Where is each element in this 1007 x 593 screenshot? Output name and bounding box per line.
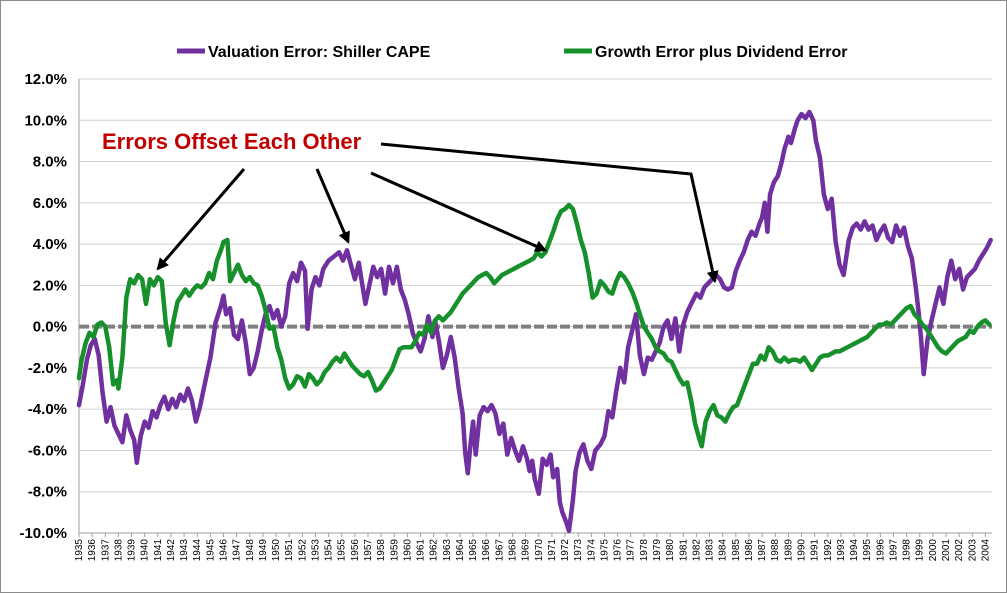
y-tick-label: 0.0% — [33, 319, 67, 336]
x-tick-label: 1954 — [324, 539, 335, 562]
x-tick-label: 1936 — [87, 539, 98, 562]
x-axis-ticks: 1935 1936 1937 1938 1939 1940 1941 1942 1943 1944… — [74, 533, 991, 561]
x-tick-label: 1953 — [310, 539, 321, 562]
x-tick-label: 1976 — [613, 539, 624, 562]
x-tick-label: 1984 — [718, 539, 729, 562]
y-tick-label: 2.0% — [33, 277, 67, 294]
y-tick-label: 12.0% — [24, 71, 67, 88]
x-tick-label: 1957 — [363, 539, 374, 562]
x-tick-label: 1989 — [783, 539, 794, 562]
x-tick-label: 2001 — [941, 539, 952, 562]
x-tick-label: 1981 — [678, 539, 689, 562]
x-tick-label: 1960 — [402, 539, 413, 562]
y-tick-label: -8.0% — [28, 484, 67, 501]
y-tick-label: 6.0% — [33, 195, 67, 212]
x-tick-label: 1971 — [547, 539, 558, 562]
x-tick-label: 2002 — [954, 539, 965, 562]
x-tick-label: 1988 — [770, 539, 781, 562]
x-tick-label: 1941 — [153, 539, 164, 562]
series-valuation-error-line — [76, 109, 993, 534]
x-tick-label: 1958 — [376, 539, 387, 562]
x-tick-label: 1939 — [127, 539, 138, 562]
x-tick-label: 1977 — [626, 539, 637, 562]
x-tick-label: 1995 — [862, 539, 873, 562]
x-tick-label: 1972 — [560, 539, 571, 562]
x-tick-label: 1964 — [455, 539, 466, 562]
x-tick-label: 1967 — [494, 539, 505, 562]
y-tick-label: 8.0% — [33, 154, 67, 171]
x-tick-label: 2004 — [980, 539, 991, 562]
x-tick-label: 1935 — [74, 539, 85, 562]
x-tick-label: 1949 — [258, 539, 269, 562]
series-lines — [76, 109, 993, 534]
legend: Valuation Error: Shiller CAPE Growth Erro… — [177, 44, 847, 61]
x-tick-label: 1965 — [468, 539, 479, 562]
annotation-arrow — [156, 168, 246, 271]
x-tick-label: 1940 — [140, 539, 151, 562]
x-tick-label: 1947 — [232, 539, 243, 562]
x-tick-label: 1955 — [337, 539, 348, 562]
y-tick-label: -10.0% — [19, 525, 67, 542]
annotation-arrow — [315, 168, 350, 244]
x-tick-label: 1997 — [888, 539, 899, 562]
annotation-text: Errors Offset Each Other — [102, 129, 362, 154]
annotation-arrow — [380, 142, 719, 284]
y-tick-label: -6.0% — [28, 442, 67, 459]
x-tick-label: 1992 — [823, 539, 834, 562]
x-tick-label: 1991 — [810, 539, 821, 562]
x-tick-label: 2000 — [928, 539, 939, 562]
y-tick-label: 4.0% — [33, 236, 67, 253]
x-tick-label: 1963 — [442, 539, 453, 562]
x-tick-label: 1945 — [205, 539, 216, 562]
x-tick-label: 1975 — [599, 539, 610, 562]
y-tick-label: -2.0% — [28, 360, 67, 377]
x-tick-label: 1973 — [573, 539, 584, 562]
x-tick-label: 1942 — [166, 539, 177, 562]
x-tick-label: 1979 — [652, 539, 663, 562]
x-tick-label: 1961 — [416, 539, 427, 562]
x-tick-label: 1996 — [875, 539, 886, 562]
x-tick-label: 1980 — [665, 539, 676, 562]
x-tick-label: 1966 — [481, 539, 492, 562]
x-tick-label: 1974 — [586, 539, 597, 562]
x-tick-label: 1990 — [797, 539, 808, 562]
legend-label: Growth Error plus Dividend Error — [595, 44, 847, 61]
x-tick-label: 1943 — [179, 539, 190, 562]
annotation-group: Errors Offset Each Other — [102, 129, 719, 284]
series-growth-dividend-error-line — [76, 202, 992, 449]
y-axis-ticks: -10.0% -8.0% -6.0% -4.0% -2.0% 0.0% 2.0% 4.0% 6.… — [19, 71, 67, 542]
y-tick-label: -4.0% — [28, 401, 67, 418]
x-tick-label: 1951 — [284, 539, 295, 562]
y-tick-label: 10.0% — [24, 112, 67, 129]
annotation-arrow — [370, 171, 548, 252]
x-tick-label: 1948 — [245, 539, 256, 562]
x-tick-label: 1952 — [297, 539, 308, 562]
x-tick-label: 1938 — [113, 539, 124, 562]
x-tick-label: 1987 — [757, 539, 768, 562]
x-tick-label: 1968 — [508, 539, 519, 562]
x-tick-label: 1959 — [389, 539, 400, 562]
x-tick-label: 1956 — [350, 539, 361, 562]
x-tick-label: 1982 — [691, 539, 702, 562]
x-tick-label: 1986 — [744, 539, 755, 562]
x-tick-label: 1978 — [639, 539, 650, 562]
x-tick-label: 1944 — [192, 539, 203, 562]
x-tick-label: 1994 — [849, 539, 860, 562]
x-tick-label: 1969 — [521, 539, 532, 562]
x-tick-label: 1970 — [534, 539, 545, 562]
x-tick-label: 1983 — [705, 539, 716, 562]
x-tick-label: 2003 — [967, 539, 978, 562]
x-tick-label: 1937 — [100, 539, 111, 562]
x-tick-label: 1998 — [902, 539, 913, 562]
x-tick-label: 1999 — [915, 539, 926, 562]
x-tick-label: 1993 — [836, 539, 847, 562]
x-tick-label: 1985 — [731, 539, 742, 562]
x-tick-label: 1950 — [271, 539, 282, 562]
x-tick-label: 1962 — [429, 539, 440, 562]
legend-label: Valuation Error: Shiller CAPE — [208, 44, 431, 61]
x-tick-label: 1946 — [219, 539, 230, 562]
